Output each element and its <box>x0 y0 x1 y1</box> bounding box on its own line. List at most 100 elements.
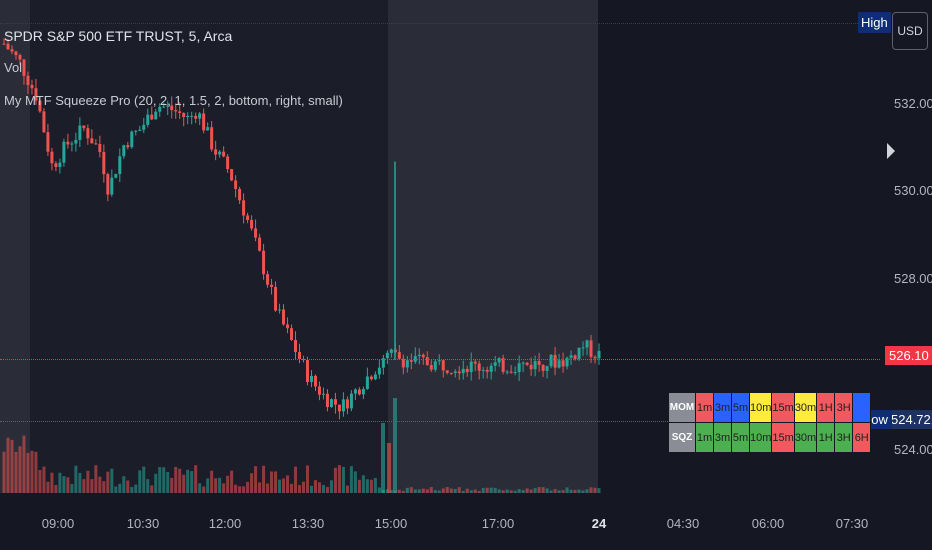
volume-bar <box>389 490 393 493</box>
volume-bar <box>282 478 286 493</box>
candle-body <box>162 106 166 108</box>
volume-bar <box>457 487 461 493</box>
candle-body <box>262 250 266 275</box>
candle-body <box>142 124 146 130</box>
volume-bar <box>74 465 78 493</box>
candle-body <box>333 399 337 405</box>
candle-body <box>46 132 50 152</box>
volume-bar <box>441 488 445 493</box>
sqz-cell: 1H <box>816 422 836 453</box>
price-plot[interactable] <box>0 0 880 508</box>
candle-body <box>98 143 102 152</box>
volume-bar <box>246 481 250 493</box>
currency-button[interactable]: USD <box>892 12 928 50</box>
candle-body <box>529 364 533 370</box>
candle-body <box>114 174 118 178</box>
candle-body <box>18 55 22 60</box>
squeeze-indicator-label[interactable]: My MTF Squeeze Pro (20, 2, 1, 1.5, 2, bo… <box>4 93 343 108</box>
volume-bar <box>10 439 14 493</box>
volume-indicator-label[interactable]: Vol <box>4 60 23 75</box>
volume-bar <box>70 484 74 493</box>
volume-bar <box>150 485 154 493</box>
time-axis[interactable] <box>0 508 880 550</box>
mom-cell: 30m <box>793 392 818 423</box>
mom-cell: 1m <box>695 392 714 423</box>
candle-body <box>357 389 361 395</box>
candle-body <box>469 361 473 373</box>
volume-bar <box>202 486 206 493</box>
candle-body <box>493 362 497 366</box>
candle-body <box>385 352 389 359</box>
volume-bar <box>437 490 441 493</box>
volume-bar <box>329 480 333 493</box>
symbol-title[interactable]: SPDR S&P 500 ETF TRUST, 5, Arca <box>4 28 233 44</box>
candle-body <box>282 309 286 325</box>
volume-bar <box>214 478 218 493</box>
volume-bar <box>50 472 54 493</box>
candle-body <box>166 105 170 107</box>
volume-bar <box>186 469 190 493</box>
volume-bar <box>429 487 433 493</box>
volume-bar <box>589 487 593 493</box>
volume-bar <box>218 477 222 493</box>
volume-bar <box>170 477 174 493</box>
volume-bar <box>593 487 597 493</box>
candle-body <box>90 138 94 144</box>
candle-body <box>513 372 517 374</box>
candle-body <box>325 393 329 408</box>
volume-bar <box>341 466 345 493</box>
price-tick: 532.00 <box>894 96 932 111</box>
candle-body <box>202 113 206 131</box>
volume-bar <box>453 489 457 493</box>
volume-bar <box>309 485 313 493</box>
volume-bar <box>545 488 549 493</box>
volume-bar <box>337 465 341 493</box>
candle-body <box>70 143 74 145</box>
volume-bar <box>198 483 202 493</box>
volume-bar <box>106 471 110 493</box>
volume-bar <box>445 487 449 493</box>
volume-bar <box>294 466 298 493</box>
volume-bar <box>557 490 561 493</box>
volume-bar <box>114 486 118 493</box>
candle-body <box>186 115 190 118</box>
sqz-cell: 1m <box>695 422 714 453</box>
candle-body <box>465 368 469 373</box>
volume-bar <box>509 490 513 493</box>
volume-bar <box>118 483 122 493</box>
volume-bar <box>190 471 194 493</box>
volume-bar <box>98 476 102 493</box>
candle-body <box>309 375 313 383</box>
candle-body <box>429 365 433 370</box>
candle-body <box>533 361 537 370</box>
candle-body <box>30 84 34 89</box>
volume-bar <box>597 488 601 493</box>
candle-body <box>214 149 218 155</box>
candle-body <box>461 368 465 374</box>
candle-body <box>206 127 210 131</box>
price-axis[interactable] <box>880 0 932 508</box>
candle-body <box>541 364 545 371</box>
candle-body <box>258 237 262 251</box>
volume-bar <box>361 475 365 493</box>
volume-bar <box>473 489 477 493</box>
candle-body <box>373 374 377 380</box>
volume-bar <box>409 487 413 493</box>
mom-cell: 1H <box>816 392 836 423</box>
candle-body <box>381 358 385 368</box>
volume-bar <box>26 452 30 493</box>
volume-bar <box>298 485 302 493</box>
candle-body <box>497 358 501 363</box>
session-shade-afterhours <box>388 0 598 493</box>
candle-body <box>158 106 162 112</box>
candle-body <box>581 347 585 349</box>
volume-bar <box>174 466 178 493</box>
volume-bar <box>369 479 373 493</box>
volume-bar <box>126 480 130 493</box>
candle-body <box>182 112 186 118</box>
candle-body <box>154 111 158 120</box>
volume-bar <box>86 470 90 493</box>
candle-body <box>349 393 353 409</box>
expand-arrow-icon[interactable] <box>887 143 895 159</box>
